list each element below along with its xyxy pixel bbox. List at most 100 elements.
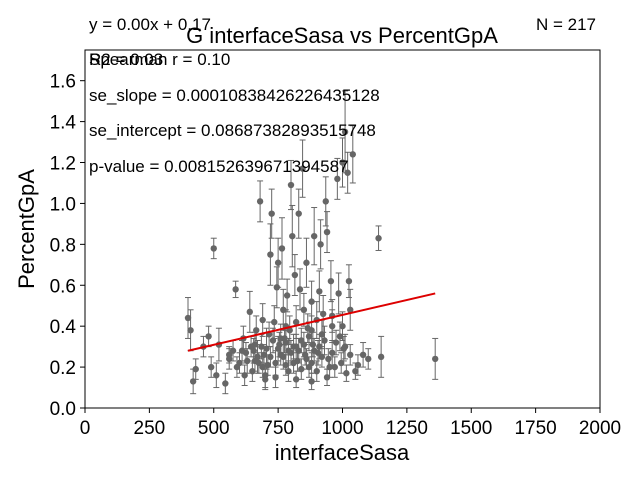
data-point <box>339 137 346 188</box>
x-tick-label: 250 <box>134 418 166 439</box>
point-marker <box>323 374 331 381</box>
point-marker <box>303 259 310 266</box>
point-marker <box>238 347 246 354</box>
data-point <box>289 204 296 268</box>
data-point <box>319 294 327 333</box>
annotation-r2: R2 = 0.03 <box>89 50 163 69</box>
data-point <box>354 354 362 376</box>
chart-title: G interfaceSasa vs PercentGpA <box>186 23 498 48</box>
annotation-spearman: Spearman r = 0.10 <box>89 50 230 69</box>
data-point <box>323 368 331 386</box>
data-point <box>295 188 302 239</box>
data-point <box>226 348 233 370</box>
data-point <box>269 327 277 354</box>
data-point <box>335 272 342 315</box>
data-point <box>347 288 354 331</box>
data-point <box>233 356 241 378</box>
data-point <box>359 342 367 368</box>
y-tick-label: 1.6 <box>50 72 76 93</box>
data-point <box>308 315 315 346</box>
y-tick-label: 1.0 <box>50 194 76 215</box>
point-marker <box>327 277 335 285</box>
data-point <box>344 151 351 194</box>
y-tick-label: 1.4 <box>50 113 77 134</box>
data-point <box>310 207 318 266</box>
y-axis-ticks: 0.0 0.2 0.4 0.6 0.8 1.0 1.2 1.4 1.6 <box>50 72 85 420</box>
point-marker <box>290 359 297 367</box>
data-point <box>343 364 350 382</box>
x-tick-label: 1500 <box>450 418 492 439</box>
point-marker <box>305 333 313 340</box>
data-point <box>332 329 340 356</box>
point-marker <box>192 365 199 373</box>
data-point <box>259 356 266 378</box>
point-marker <box>377 353 385 361</box>
point-marker <box>278 245 286 252</box>
point-marker <box>300 341 308 348</box>
point-marker <box>308 327 315 334</box>
x-tick-label: 1750 <box>514 418 556 439</box>
point-marker <box>310 347 318 354</box>
data-point <box>322 176 329 227</box>
annotation-se-slope: se_slope = 0.00010838426226435128 <box>89 86 380 105</box>
point-marker <box>187 327 194 334</box>
point-marker <box>308 298 315 305</box>
data-point <box>291 254 299 296</box>
point-marker <box>322 198 329 205</box>
data-point <box>432 337 439 380</box>
point-marker <box>292 376 300 383</box>
x-tick-label: 500 <box>198 418 230 439</box>
point-marker <box>343 370 350 377</box>
data-point <box>300 331 308 358</box>
point-marker <box>338 359 345 367</box>
point-marker <box>298 365 305 373</box>
point-marker <box>289 232 296 240</box>
point-marker <box>341 343 349 350</box>
data-point <box>323 211 331 254</box>
point-marker <box>308 378 315 385</box>
point-marker <box>268 210 275 217</box>
point-marker <box>287 181 295 189</box>
point-marker <box>296 286 304 293</box>
point-marker <box>244 357 251 365</box>
annotation-equation: y = 0.00x + 0.17 <box>89 15 211 34</box>
point-marker <box>432 355 439 363</box>
y-tick-label: 0.6 <box>50 276 76 297</box>
point-marker <box>233 363 241 371</box>
data-point <box>268 188 275 239</box>
point-marker <box>222 380 229 387</box>
x-tick-label: 2000 <box>579 418 621 439</box>
data-point <box>259 303 266 337</box>
data-point <box>246 290 253 333</box>
data-point <box>272 366 279 389</box>
data-point <box>300 292 308 327</box>
data-point <box>286 315 293 346</box>
data-point <box>375 225 382 251</box>
data-point <box>377 335 385 378</box>
point-marker <box>347 306 354 314</box>
x-tick-label: 1250 <box>386 418 428 439</box>
y-tick-label: 0.2 <box>50 358 76 379</box>
y-tick-label: 0.8 <box>50 235 76 256</box>
point-marker <box>253 327 260 334</box>
annotation-se-intercept: se_intercept = 0.08687382893515748 <box>89 121 376 140</box>
data-point <box>283 278 291 313</box>
point-marker <box>241 372 248 379</box>
y-tick-label: 1.2 <box>50 154 76 175</box>
point-marker <box>323 228 331 236</box>
data-point <box>345 264 353 299</box>
point-marker <box>310 232 318 240</box>
data-point <box>310 337 318 364</box>
annotation-n: N = 217 <box>536 15 596 34</box>
data-point <box>316 270 323 313</box>
point-marker <box>226 355 233 363</box>
point-marker <box>332 339 340 346</box>
data-point <box>278 217 286 280</box>
point-marker <box>347 351 354 359</box>
point-marker <box>295 210 302 217</box>
point-marker <box>210 245 217 252</box>
data-point <box>192 358 199 380</box>
point-marker <box>352 367 359 375</box>
point-marker <box>213 372 220 379</box>
